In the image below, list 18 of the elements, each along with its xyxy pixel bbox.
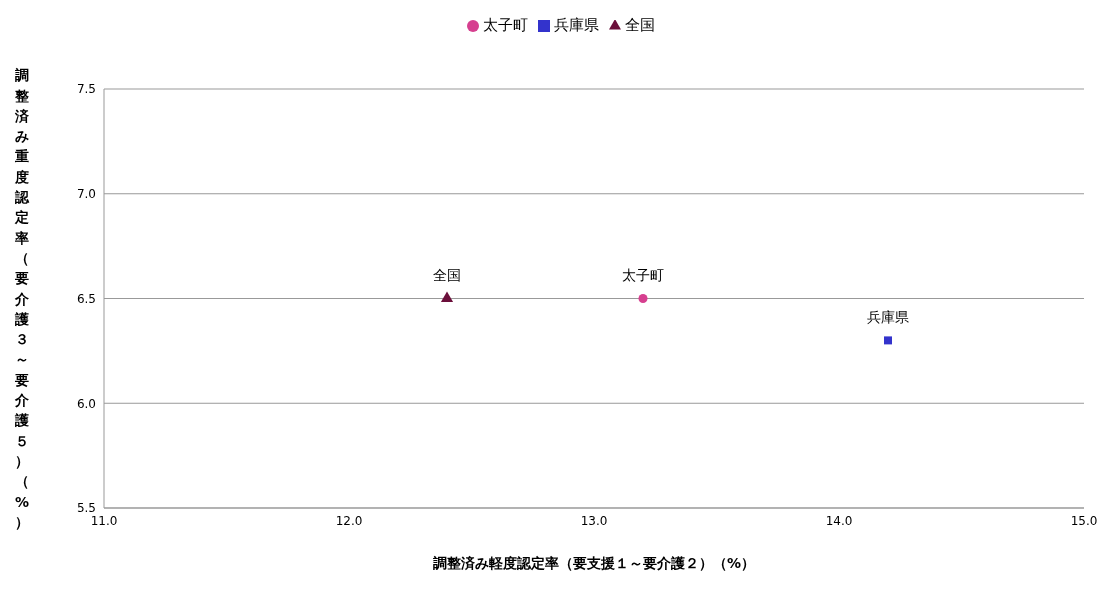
x-tick-label: 15.0	[1070, 513, 1098, 528]
y-tick-label: 5.5	[76, 501, 96, 516]
y-tick-label: 6.0	[76, 396, 96, 411]
y-tick-label: 7.0	[76, 187, 96, 202]
legend-label: 兵庫県	[554, 16, 599, 34]
x-tick-label: 14.0	[825, 513, 853, 528]
x-tick-label: 11.0	[90, 513, 118, 528]
text: 調整済み重度認定率（要介護３～要介護５）（%）	[14, 67, 30, 530]
text: 兵庫県	[867, 308, 909, 325]
legend-label: 太子町	[483, 16, 528, 34]
y-tick-label: 7.5	[76, 82, 96, 97]
x-axis-title: 調整済み軽度認定率（要支援１～要介護２）（%）	[432, 555, 756, 571]
text: 全国	[433, 266, 461, 283]
y-tick-label: 6.5	[76, 291, 96, 306]
legend-label: 全国	[625, 16, 655, 34]
x-tick-label: 12.0	[335, 513, 363, 528]
text: 太子町	[622, 266, 664, 283]
x-tick-label: 13.0	[580, 513, 608, 528]
